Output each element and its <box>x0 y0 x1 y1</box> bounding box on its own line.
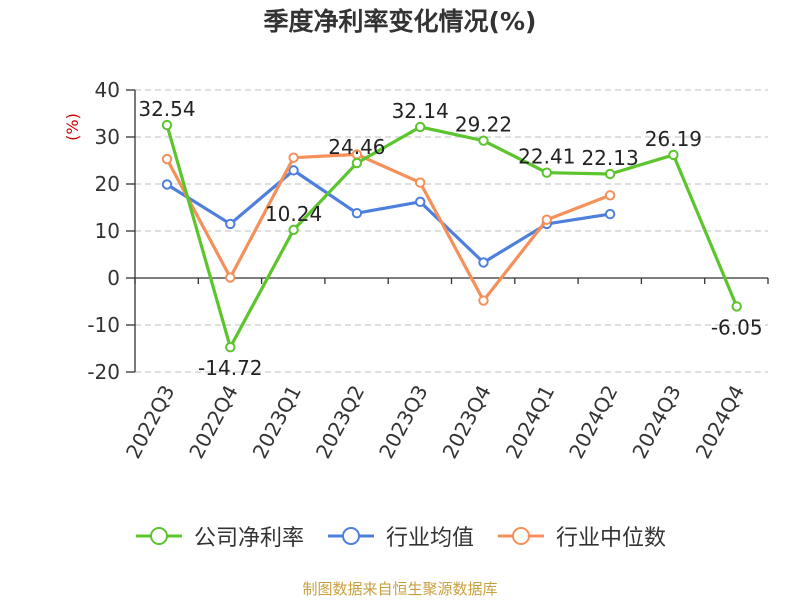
data-point <box>478 257 489 268</box>
legend: 公司净利率 行业均值 行业中位数 <box>0 520 800 552</box>
data-point <box>604 168 616 180</box>
legend-swatch-icon <box>498 527 544 545</box>
data-label: 32.54 <box>138 97 195 121</box>
data-point <box>478 135 489 146</box>
data-label: 32.14 <box>392 99 449 123</box>
data-point <box>541 214 552 225</box>
series-lines <box>161 119 742 353</box>
data-point <box>351 207 363 219</box>
legend-item[interactable]: 公司净利率 <box>134 520 304 552</box>
data-point <box>415 121 426 133</box>
data-label: 24.46 <box>328 135 385 159</box>
data-point <box>225 272 236 283</box>
data-point <box>604 208 616 220</box>
legend-label: 行业中位数 <box>556 526 667 551</box>
data-point <box>225 218 236 230</box>
data-point <box>161 179 173 190</box>
data-point <box>225 341 236 353</box>
data-point <box>351 157 363 169</box>
legend-item[interactable]: 行业中位数 <box>496 520 666 552</box>
y-tick-label: 0 <box>107 266 120 290</box>
data-point <box>161 153 173 165</box>
data-point <box>731 301 742 312</box>
data-point <box>604 190 616 201</box>
series-line <box>166 168 611 265</box>
data-point <box>478 295 489 306</box>
y-tick-label: 20 <box>95 172 120 196</box>
x-tick-label: 2023Q3 <box>374 381 432 462</box>
data-point <box>288 152 299 163</box>
x-tick-label: 2024Q3 <box>627 381 685 462</box>
data-point <box>541 167 552 178</box>
legend-swatch-icon <box>327 527 374 545</box>
y-tick-label: 30 <box>95 125 120 149</box>
data-point <box>161 119 173 131</box>
data-point <box>288 224 299 236</box>
data-label: 22.41 <box>518 145 575 169</box>
y-tick-label: -10 <box>87 313 120 337</box>
data-label: 22.13 <box>581 146 638 170</box>
series-line <box>165 124 739 349</box>
legend-label: 行业均值 <box>385 526 474 551</box>
y-tick-label: 10 <box>95 219 120 243</box>
series-line <box>165 152 611 303</box>
source-note: 制图数据来自恒生聚源数据库 <box>302 580 498 598</box>
x-tick-label: 2024Q4 <box>691 381 749 462</box>
y-tick-label: 40 <box>95 78 120 102</box>
chart-title: 季度净利率变化情况(%) <box>263 7 537 36</box>
legend-swatch-icon <box>135 527 182 545</box>
y-axis-label: (%) <box>63 113 82 141</box>
x-tick-label: 2023Q1 <box>248 381 306 462</box>
x-tick-label: 2022Q4 <box>184 381 242 462</box>
data-label: -14.72 <box>198 356 262 380</box>
x-tick-label: 2023Q4 <box>437 381 495 462</box>
data-label: -6.05 <box>711 315 763 339</box>
legend-label: 公司净利率 <box>193 526 304 551</box>
data-point <box>668 149 679 161</box>
data-label: 29.22 <box>455 113 512 137</box>
data-point <box>415 196 426 208</box>
data-point <box>415 177 426 188</box>
data-label: 26.19 <box>645 127 702 151</box>
legend-item[interactable]: 行业均值 <box>326 520 474 552</box>
x-tick-label: 2024Q1 <box>501 381 559 462</box>
x-tick-label: 2022Q3 <box>121 381 179 462</box>
data-label: 10.24 <box>265 202 322 226</box>
x-tick-label: 2023Q2 <box>311 381 369 462</box>
y-tick-label: -20 <box>87 360 120 384</box>
data-point <box>288 165 299 176</box>
x-tick-label: 2024Q2 <box>564 381 622 462</box>
